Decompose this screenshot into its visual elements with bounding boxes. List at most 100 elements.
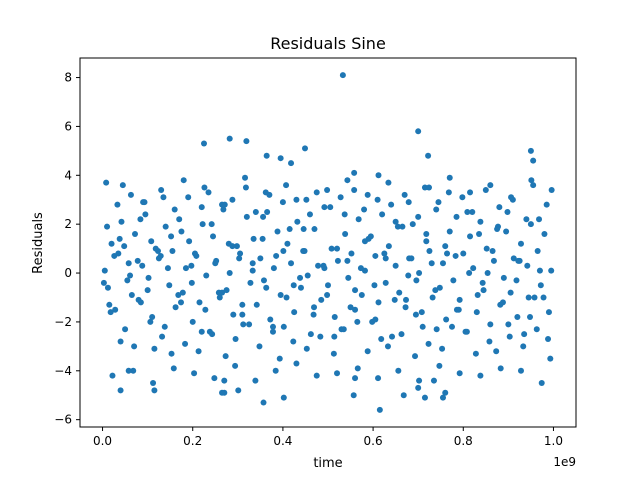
x-tick-label: 0.0	[93, 434, 112, 448]
data-point	[487, 321, 494, 328]
data-point	[226, 270, 233, 277]
data-point	[223, 287, 230, 294]
data-point	[395, 367, 402, 374]
data-point	[444, 250, 451, 257]
data-point	[150, 380, 157, 387]
data-point	[297, 284, 304, 291]
data-point	[374, 196, 381, 203]
data-point	[264, 208, 271, 215]
data-point	[543, 201, 550, 208]
data-point	[392, 218, 399, 225]
data-point	[288, 260, 295, 267]
data-point	[425, 340, 432, 347]
data-point	[191, 250, 198, 257]
data-point	[435, 199, 442, 206]
data-point	[517, 367, 524, 374]
data-point	[124, 277, 131, 284]
data-point	[358, 292, 365, 299]
chart-title: Residuals Sine	[270, 34, 386, 53]
data-point	[161, 323, 168, 330]
data-point	[540, 294, 547, 301]
y-axis-label: Residuals	[31, 212, 46, 274]
data-point	[210, 233, 217, 240]
data-point	[418, 309, 425, 316]
data-point	[321, 204, 328, 211]
data-point	[131, 343, 138, 350]
data-point	[221, 201, 228, 208]
data-point	[378, 336, 385, 343]
y-axis-ticks: −6 −4 −2 0 2 4 6 8	[54, 71, 80, 427]
y-tick-label: −4	[54, 364, 72, 378]
data-point	[357, 265, 364, 272]
data-point	[446, 228, 453, 235]
data-point	[484, 270, 491, 277]
data-point	[151, 387, 158, 394]
data-point	[176, 216, 183, 223]
data-point	[534, 248, 541, 255]
data-point	[464, 208, 471, 215]
data-point	[273, 252, 280, 259]
data-point	[450, 277, 457, 284]
data-point	[180, 177, 187, 184]
y-tick-label: 2	[64, 217, 72, 231]
data-point	[290, 282, 297, 289]
data-point	[538, 380, 545, 387]
data-point	[252, 377, 259, 384]
data-point	[148, 238, 155, 245]
data-point	[104, 284, 111, 291]
data-point	[477, 372, 484, 379]
data-point	[276, 355, 283, 362]
data-point	[111, 252, 118, 259]
data-point	[293, 360, 300, 367]
data-point	[221, 377, 228, 384]
data-point	[140, 199, 147, 206]
data-point	[372, 252, 379, 259]
data-point	[158, 186, 165, 193]
data-point	[510, 255, 517, 262]
data-point	[384, 343, 391, 350]
x-tick-label: 0.6	[364, 434, 383, 448]
data-point	[405, 272, 412, 279]
data-point	[108, 240, 115, 247]
data-point	[300, 226, 307, 233]
data-point	[375, 375, 382, 382]
data-point	[382, 279, 389, 286]
data-point	[232, 362, 239, 369]
data-point	[403, 296, 410, 303]
data-point	[291, 309, 298, 316]
data-point	[469, 208, 476, 215]
data-point	[147, 318, 154, 325]
data-point	[426, 184, 432, 191]
data-point	[242, 184, 249, 191]
data-point	[477, 218, 484, 225]
data-point	[269, 323, 276, 330]
data-point	[250, 235, 257, 242]
data-point	[442, 243, 449, 250]
data-point	[416, 270, 423, 277]
data-point	[144, 287, 151, 294]
data-point	[256, 343, 263, 350]
data-point	[159, 333, 166, 340]
data-point	[433, 206, 440, 213]
data-point	[307, 331, 314, 338]
data-point	[499, 299, 506, 306]
data-point	[354, 365, 361, 372]
data-point	[191, 370, 198, 377]
data-point	[432, 287, 439, 294]
data-point	[412, 353, 419, 360]
data-point	[328, 245, 335, 252]
data-point	[229, 243, 236, 250]
data-point	[252, 208, 259, 215]
data-point	[391, 296, 398, 303]
data-point	[198, 204, 205, 211]
data-point	[103, 179, 110, 186]
data-point	[506, 333, 513, 340]
data-point	[394, 223, 401, 230]
data-point	[364, 348, 371, 355]
data-point	[313, 189, 320, 196]
data-point	[164, 265, 171, 272]
data-point	[409, 221, 416, 228]
data-point	[525, 294, 532, 301]
data-point	[117, 387, 124, 394]
